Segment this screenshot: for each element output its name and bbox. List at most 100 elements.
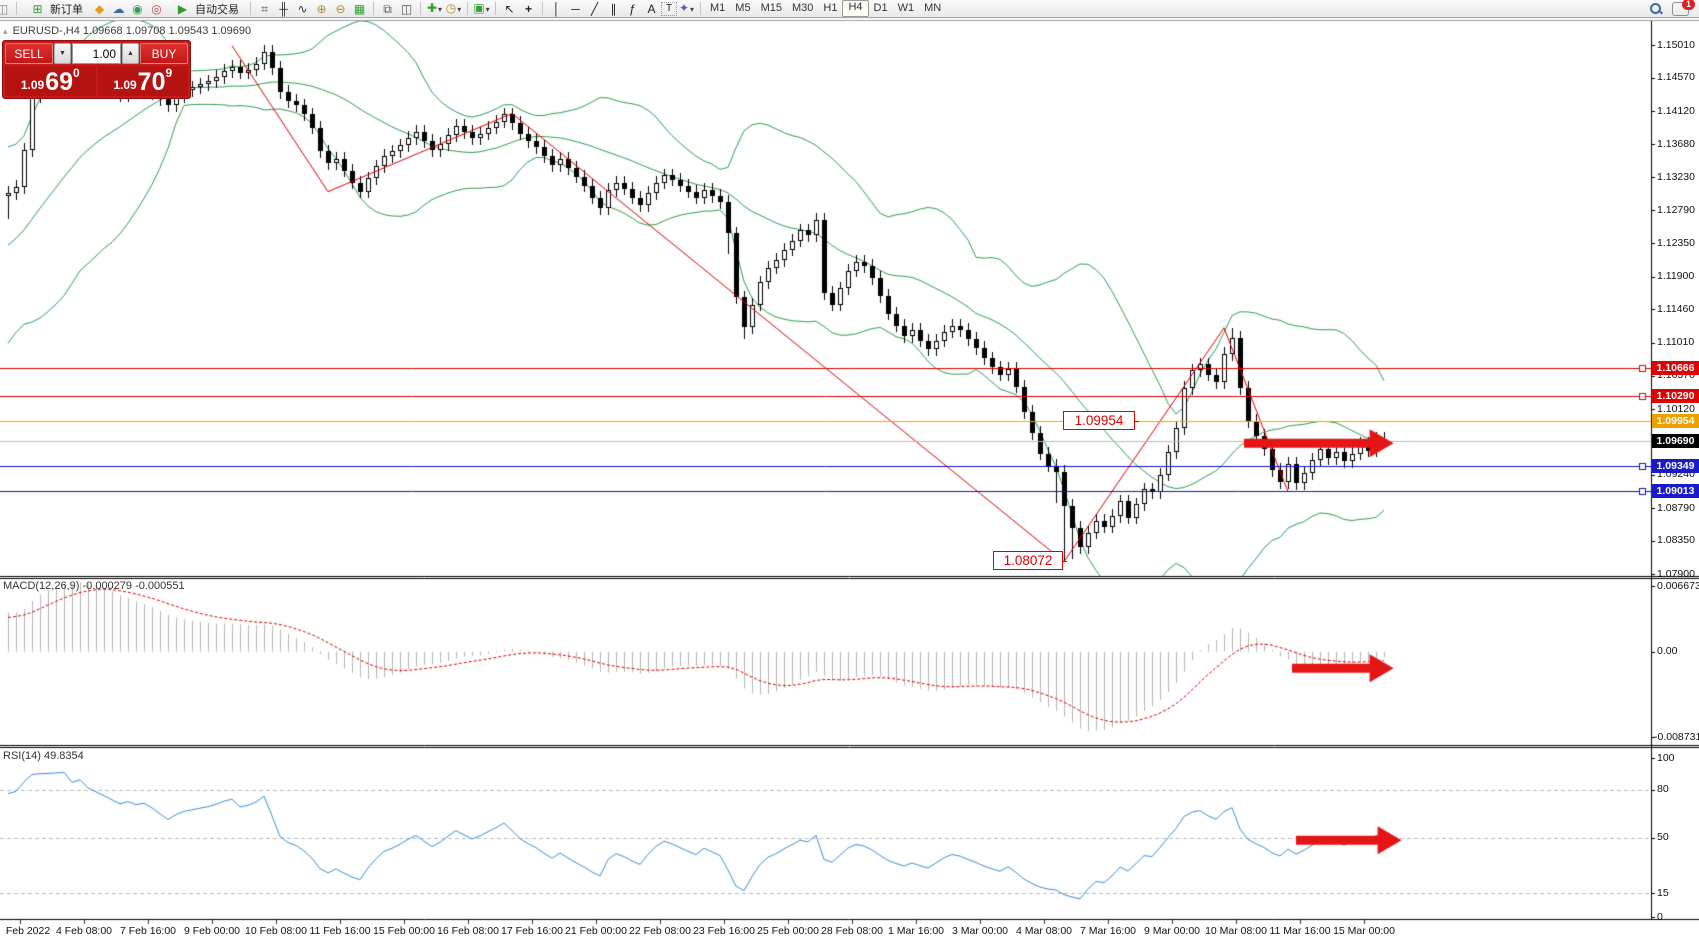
signals-icon[interactable]: ◉ (132, 1, 143, 16)
rsi-value: 49.8354 (43, 750, 84, 762)
cursor-icon[interactable]: ↖ (504, 1, 515, 16)
bid-price-display: 1.09 69 0 (5, 66, 96, 96)
tile-windows-icon[interactable]: ▦ (353, 1, 366, 16)
price-axis-tick: 1.13230 (1657, 170, 1695, 183)
volume-input[interactable] (72, 43, 121, 64)
timeframe-m30[interactable]: M30 (791, 2, 814, 14)
macd-signal-value: -0.000551 (135, 580, 185, 592)
date-axis-label: 23 Feb 16:00 (693, 925, 755, 937)
price-axis-tick: 1.08790 (1657, 501, 1695, 514)
quote-low: 1.09543 (168, 25, 209, 37)
price-axis-tick: 1.08350 (1657, 534, 1695, 547)
price-axis-tick: 1.11010 (1657, 336, 1695, 349)
price-axis-tick: 1.13680 (1657, 137, 1695, 150)
cascade-windows-icon[interactable]: ⧉ (383, 1, 392, 16)
date-axis-label: 15 Mar 00:00 (1333, 925, 1395, 937)
timeframe-mn[interactable]: MN (924, 2, 942, 14)
timeframe-h4[interactable]: H4 (842, 0, 869, 17)
zoom-in-icon[interactable]: ⊕ (316, 1, 327, 16)
horizontal-line-icon[interactable]: ─ (571, 1, 580, 16)
price-axis-tick: 1.14120 (1657, 104, 1695, 117)
price-annotation-box[interactable]: 1.08072 (993, 551, 1063, 570)
date-axis-label: 9 Mar 00:00 (1143, 925, 1201, 937)
price-line-tag: 1.09954 (1652, 414, 1699, 429)
buy-button[interactable]: BUY (140, 43, 188, 64)
timeframe-switcher: M1 M5 M15 M30 H1 H4 D1 W1 MN (705, 0, 946, 17)
zoom-out-icon[interactable]: ⊖ (335, 1, 346, 16)
date-axis-label: 10 Feb 08:00 (245, 925, 307, 937)
toolbar-separator (16, 2, 17, 15)
arrows-tool-icon[interactable]: ✦▾ (678, 0, 695, 15)
price-axis-tick: 1.11900 (1657, 270, 1695, 282)
timeframe-m5[interactable]: M5 (735, 2, 751, 14)
date-axis-label: 11 Feb 16:00 (309, 925, 371, 937)
symbol-ohlc-line: ▴ EURUSD-,H4 1.09668 1.09708 1.09543 1.0… (3, 25, 251, 37)
rsi-axis-tick: 15 (1657, 886, 1669, 899)
date-axis-label: 4 Mar 08:00 (1015, 925, 1073, 937)
price-line-tag: 1.09690 (1652, 434, 1699, 448)
timeframe-h1[interactable]: H1 (823, 2, 838, 14)
date-axis-label: 1 Mar 16:00 (887, 925, 945, 937)
search-icon[interactable] (1650, 2, 1662, 15)
notifications-icon[interactable]: 1 (1672, 0, 1695, 16)
timeframe-w1[interactable]: W1 (897, 2, 915, 14)
toolbar-separator (542, 2, 543, 15)
community-icon[interactable]: ☁ (112, 1, 125, 16)
sell-button[interactable]: SELL (5, 43, 53, 64)
annotation-connector (1059, 560, 1067, 562)
template-icon[interactable]: ▣▾ (473, 0, 490, 15)
main-toolbar: ◫ ⊞ 新订单 ◆ ☁ ◉ ◎ ▶ 自动交易 ⌗ ╫ ∿ ⊕ ⊖ ▦ ⧉ ◫ ✚… (0, 0, 1699, 18)
bid-pipette: 0 (72, 66, 80, 80)
chart-marker-icon: ▴ (3, 26, 8, 36)
text-label-icon[interactable]: T (661, 1, 677, 16)
ask-price-display: 1.09 70 9 (97, 66, 188, 96)
quote-high: 1.09708 (125, 25, 166, 37)
add-indicator-icon[interactable]: ✚▾ (426, 0, 443, 15)
vertical-line-icon[interactable]: │ (552, 1, 561, 16)
price-axis-tick: 1.07900 (1657, 567, 1695, 580)
price-line-tag: 1.09013 (1652, 484, 1699, 499)
timeframe-m15[interactable]: M15 (760, 2, 782, 14)
date-axis-label: 9 Feb 00:00 (183, 925, 241, 937)
date-axis-label: 17 Feb 16:00 (501, 925, 563, 937)
news-icon[interactable]: ◎ (151, 1, 162, 16)
periods-icon[interactable]: ◷▾ (445, 0, 462, 15)
toolbar-separator (495, 2, 496, 15)
crosshair-icon[interactable]: + (524, 1, 532, 16)
fibonacci-icon[interactable]: ƒ (629, 1, 636, 16)
tile-vertical-icon[interactable]: ◫ (400, 1, 413, 16)
date-axis-label: 21 Feb 00:00 (565, 925, 627, 937)
timeframe-d1[interactable]: D1 (873, 2, 888, 14)
market-icon[interactable]: ◆ (94, 1, 105, 16)
text-icon[interactable]: A (647, 1, 656, 16)
line-chart-icon[interactable]: ∿ (297, 1, 308, 16)
autotrade-button[interactable]: ▶ 自动交易 (166, 0, 246, 18)
volume-decrease-button[interactable]: ▼ (54, 43, 71, 64)
price-axis-tick: 1.11460 (1657, 302, 1695, 315)
new-order-button[interactable]: ⊞ 新订单 (21, 0, 90, 18)
price-annotation-box[interactable]: 1.09954 (1063, 411, 1135, 430)
bid-big-figure: 69 (45, 68, 73, 96)
trendline-icon[interactable]: ╱ (590, 1, 599, 16)
autotrade-label: 自动交易 (195, 3, 239, 16)
candlestick-chart-icon[interactable]: ╫ (279, 1, 288, 16)
ask-pipette: 9 (165, 66, 173, 80)
bar-chart-icon[interactable]: ⌗ (261, 1, 268, 16)
bid-prefix: 1.09 (20, 78, 45, 92)
equidistant-channel-icon[interactable]: ∥ (610, 1, 617, 16)
ask-big-figure: 70 (137, 68, 166, 96)
new-order-label: 新订单 (50, 3, 83, 16)
toolbar-separator (700, 2, 701, 15)
date-axis-label: 16 Feb 08:00 (437, 925, 499, 937)
date-axis-label: 7 Feb 16:00 (119, 925, 177, 937)
volume-increase-button[interactable]: ▲ (122, 43, 139, 64)
timeframe-m1[interactable]: M1 (710, 2, 726, 14)
quote-close: 1.09690 (211, 25, 252, 37)
ask-prefix: 1.09 (113, 78, 137, 92)
price-axis-tick: 1.12790 (1657, 203, 1695, 216)
rsi-axis-tick: 80 (1657, 783, 1669, 796)
macd-axis-min: -0.008731 (1654, 730, 1699, 743)
